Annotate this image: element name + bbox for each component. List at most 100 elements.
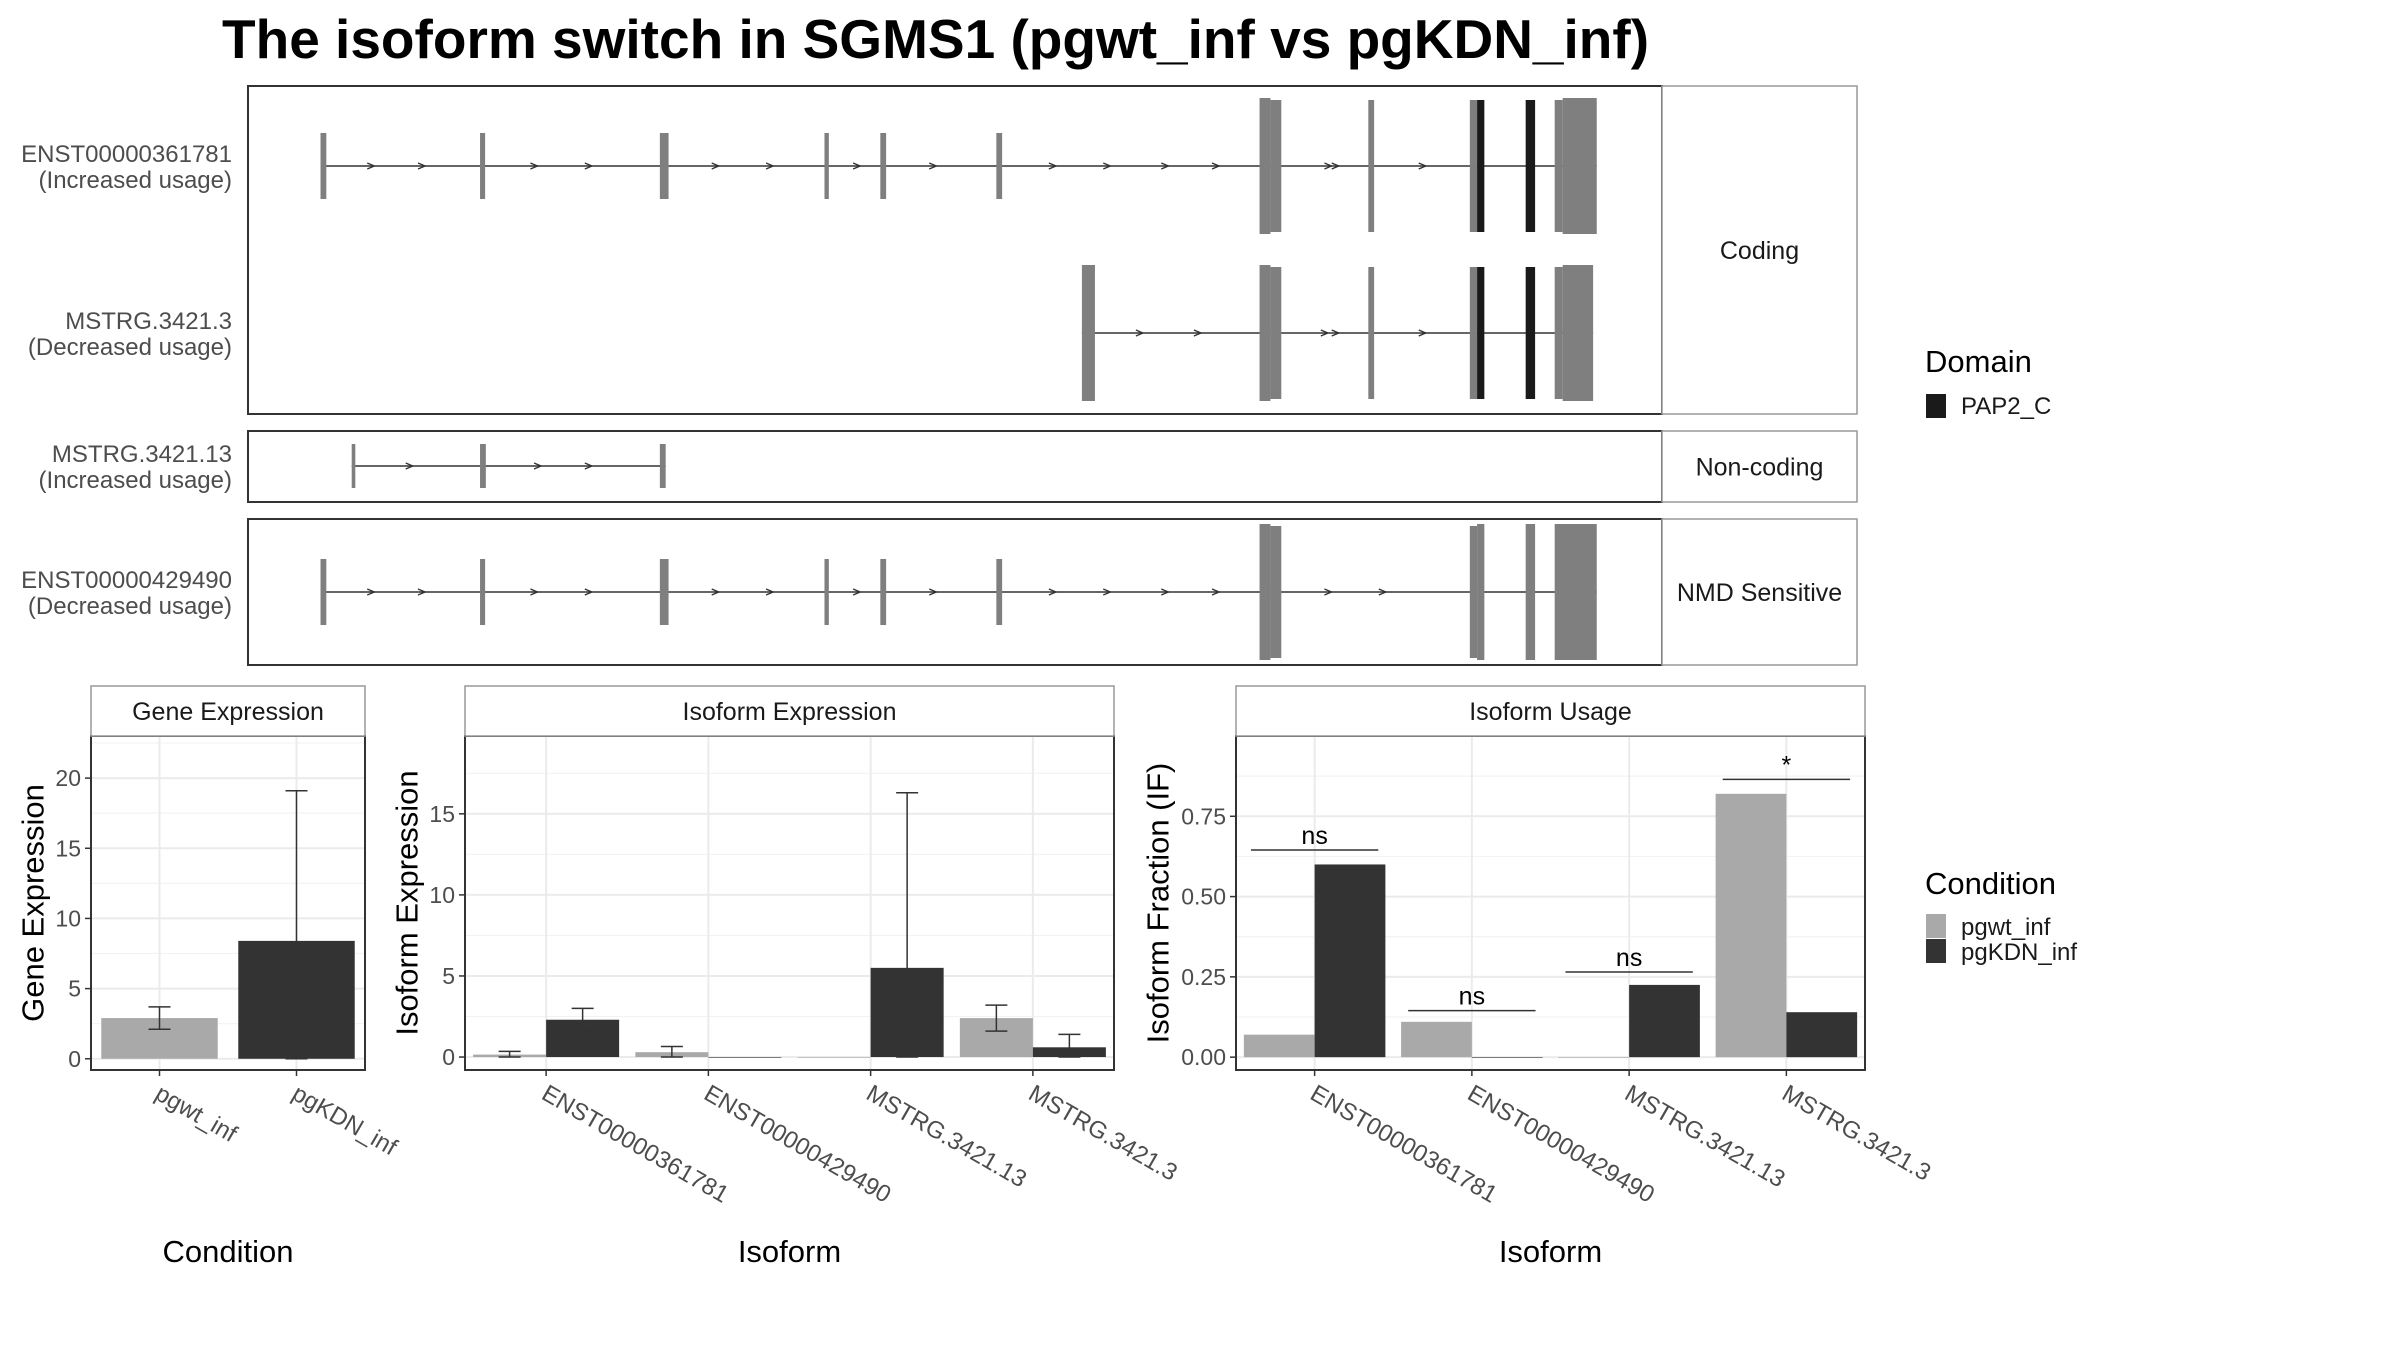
y-tick-label: 0.75 [1181,803,1226,829]
bar-pgkdn-inf-enst00000429490 [1471,1057,1543,1058]
y-axis-title: Isoform Fraction (IF) [1141,763,1176,1044]
bar-pgwt-inf-enst00000429490 [1401,1021,1472,1058]
domain-block-enst00000361781 [1477,100,1485,232]
significance-label-mstrg-3421-13: ns [1616,944,1642,972]
y-tick-label: 0.25 [1181,964,1226,990]
intron-arrow [765,588,775,596]
intron-arrow [584,162,594,170]
exon-enst00000361781 [824,133,829,199]
intron-arrow [928,588,939,596]
exon-enst00000361781 [659,133,669,199]
panel-title: Gene Expression [132,698,324,726]
y-tick-label: 0 [442,1044,455,1070]
exon-mstrg-3421-3 [1259,265,1271,401]
y-axis-title: Isoform Expression [390,770,425,1035]
exon-mstrg-3421-3 [1368,267,1375,399]
intron-arrow [530,162,540,170]
exon-enst00000361781 [996,133,1003,199]
intron-arrow [1418,329,1428,337]
facet-bg-coding [248,86,1662,414]
usage-label-enst00000429490: (Decreased usage) [28,593,232,620]
intron-arrow [1193,329,1203,337]
transcript-id-enst00000429490: ENST00000429490 [21,567,232,594]
bar-pgwt-inf-mstrg-3421-13 [1558,1057,1630,1058]
exon-enst00000361781 [1469,100,1478,232]
intron-arrow [366,162,377,170]
transcript-labels: ENST00000361781(Increased usage) MSTRG.34… [21,141,232,620]
exon-enst00000429490 [880,559,887,625]
intron-arrow [533,462,543,470]
exon-enst00000361781 [880,133,887,199]
exon-mstrg-3421-3 [1469,267,1478,399]
exon-enst00000429490 [824,559,829,625]
intron-arrow [765,162,775,170]
facet-strip [464,685,1115,737]
condition-legend-swatch-pgwt-inf [1926,914,1946,938]
y-tick-label: 20 [55,765,81,791]
exon-mstrg-3421-13 [351,444,356,488]
exon-mstrg-3421-13 [659,444,666,488]
exon-enst00000429490 [1469,526,1478,658]
intron-arrow [1331,162,1341,170]
intron-arrow [711,162,721,170]
facet-strips: Coding Non-coding NMD Sensitive [1661,85,1858,666]
bar-pgkdn-inf-enst00000429490 [708,1057,782,1058]
bar-pgkdn-inf-enst00000361781 [1314,864,1386,1058]
intron-arrow [584,588,594,596]
intron-arrow [366,588,377,596]
exon-mstrg-3421-3 [1562,265,1594,401]
intron-arrow [1103,588,1113,596]
intron-arrow [852,162,862,170]
domain-block-mstrg-3421-3 [1477,267,1485,399]
facet-label-coding: Coding [1720,237,1799,265]
transcript-id-enst00000361781: ENST00000361781 [21,141,232,168]
exon-enst00000361781 [1368,100,1375,232]
facet-label-nmd-sensitive: NMD Sensitive [1677,579,1842,607]
significance-label-enst00000429490: ns [1459,983,1485,1011]
significance-label-mstrg-3421-3: * [1782,751,1792,779]
facet-strip-coding [1661,85,1858,415]
bar-pgwt-inf-enst00000361781 [1243,1034,1315,1058]
transcript-structure-panel: Coding Non-coding NMD Sensitive ENST000003… [21,85,1858,666]
intron-arrow [584,462,594,470]
plot-area [465,736,1114,1070]
y-axis-title: Gene Expression [16,784,51,1022]
transcript-id-mstrg-3421-3: MSTRG.3421.3 [65,308,232,335]
x-tick-label-mstrg-3421-13: MSTRG.3421.13 [862,1080,1031,1193]
x-tick-label-mstrg-3421-3: MSTRG.3421.3 [1024,1080,1182,1187]
panel-title: Isoform Expression [683,698,897,726]
figure-title: The isoform switch in SGMS1 (pgwt_inf vs… [222,8,1649,70]
y-tick-label: 15 [55,835,81,861]
y-tick-label: 0.00 [1181,1044,1226,1070]
x-axis-title: Condition [163,1234,294,1269]
exon-enst00000361781 [1554,100,1563,232]
structure-facets [247,85,1663,666]
panel-title: Isoform Usage [1469,698,1632,726]
isoform-expression-panel: Isoform Expression051015ENST00000361781E… [390,685,1182,1269]
intron-arrow [1161,588,1171,596]
exon-enst00000429490 [1477,524,1485,660]
intron-arrow [417,588,427,596]
exon-enst00000429490 [1259,524,1271,660]
usage-label-enst00000361781: (Increased usage) [39,167,232,194]
y-tick-label: 5 [68,976,81,1002]
transcript-id-mstrg-3421-13: MSTRG.3421.13 [52,441,232,468]
exon-enst00000361781 [480,133,486,199]
x-tick-label-pgkdn-inf: pgKDN_inf [288,1080,402,1162]
exon-enst00000429490 [320,559,327,625]
intron-arrow [928,162,939,170]
intron-arrow [1324,162,1334,170]
exon-mstrg-3421-3 [1081,265,1095,401]
domain-legend-label-pap2c: PAP2_C [1961,393,2051,420]
domain-legend-swatch-pap2c [1926,394,1946,418]
exon-enst00000429490 [1554,524,1597,660]
y-tick-label: 10 [55,905,81,931]
condition-legend-swatch-pgkdn-inf [1926,939,1946,963]
intron-arrow [1418,162,1428,170]
domain-block-mstrg-3421-3 [1525,267,1536,399]
x-axis-title: Isoform [738,1234,841,1269]
condition-legend-label-pgkdn-inf: pgKDN_inf [1961,939,2077,966]
exon-mstrg-3421-3 [1270,267,1282,399]
bar-pgwt-inf-mstrg-3421-3 [1715,793,1787,1058]
